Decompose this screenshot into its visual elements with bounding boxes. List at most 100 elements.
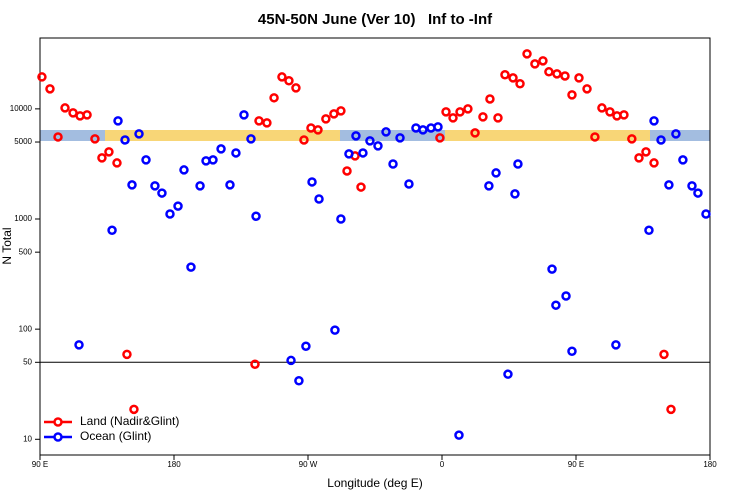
point	[597, 103, 607, 113]
point	[195, 181, 205, 191]
point	[644, 225, 654, 236]
point	[157, 188, 167, 198]
legend-label: Land (Nadir&Glint)	[80, 414, 179, 428]
point	[74, 340, 84, 350]
point	[656, 135, 666, 145]
point	[605, 107, 615, 117]
point	[493, 113, 503, 123]
band-ocean	[40, 130, 105, 141]
point	[666, 404, 676, 415]
point	[560, 71, 570, 81]
point	[120, 135, 130, 145]
point	[277, 72, 287, 82]
plot-frame	[39, 37, 711, 456]
point	[307, 177, 317, 187]
point	[60, 103, 70, 113]
point	[515, 79, 525, 89]
x-tick-label: 180	[167, 460, 181, 469]
point	[649, 116, 659, 126]
y-tick-label: 5000	[14, 137, 32, 146]
point	[433, 122, 443, 132]
point	[478, 112, 488, 122]
band-land	[445, 130, 650, 141]
point	[231, 148, 241, 158]
point	[286, 355, 296, 366]
point	[127, 180, 137, 190]
point	[284, 76, 294, 86]
point	[299, 135, 309, 145]
point	[291, 83, 301, 93]
point	[547, 264, 557, 274]
point	[122, 349, 132, 360]
point	[225, 180, 235, 190]
y-tick-label: 1000	[14, 214, 32, 223]
point	[611, 340, 621, 350]
point	[45, 84, 55, 94]
point	[455, 107, 465, 117]
point	[561, 291, 571, 301]
point	[538, 56, 548, 66]
point	[107, 225, 117, 236]
point	[90, 134, 100, 144]
point	[330, 325, 340, 335]
point	[134, 129, 144, 139]
point	[503, 369, 513, 379]
point	[344, 149, 354, 159]
point	[97, 153, 107, 163]
point	[254, 116, 264, 126]
point	[552, 69, 562, 79]
y-tick-label: 10000	[10, 104, 33, 113]
x-axis-label: Longitude (deg E)	[327, 476, 422, 490]
point	[112, 158, 122, 168]
point	[37, 72, 47, 82]
point	[513, 159, 523, 169]
point	[208, 155, 218, 165]
point	[567, 90, 577, 100]
point	[113, 116, 123, 126]
point	[574, 73, 584, 83]
point	[441, 107, 451, 117]
point	[641, 147, 651, 157]
point	[582, 84, 592, 94]
point	[356, 182, 366, 192]
point	[104, 147, 114, 157]
point	[551, 300, 561, 310]
point	[510, 189, 520, 199]
point	[239, 110, 249, 120]
y-tick-label: 10	[23, 434, 32, 443]
point	[336, 214, 346, 224]
point	[671, 129, 681, 139]
legend-marker	[53, 417, 63, 427]
point	[664, 180, 674, 190]
x-tick-label: 90 E	[32, 460, 48, 469]
y-tick-label: 50	[23, 357, 32, 366]
point	[365, 136, 375, 146]
point	[687, 181, 697, 191]
y-tick-label: 500	[19, 247, 33, 256]
point	[165, 209, 175, 219]
point	[463, 104, 473, 114]
point	[373, 141, 383, 151]
point	[173, 201, 183, 211]
point	[141, 155, 151, 165]
point	[150, 181, 160, 191]
point	[567, 346, 577, 356]
point	[246, 134, 256, 144]
point	[321, 114, 331, 124]
point	[336, 106, 346, 116]
point	[251, 211, 261, 221]
x-tick-label: 90 E	[568, 460, 584, 469]
point	[508, 73, 518, 83]
point	[351, 131, 361, 141]
point	[470, 128, 480, 138]
band-ocean	[340, 130, 445, 141]
point	[395, 133, 405, 143]
point	[649, 158, 659, 168]
point	[435, 133, 445, 143]
point	[627, 134, 637, 144]
point	[659, 349, 669, 360]
point	[485, 94, 495, 104]
point	[590, 132, 600, 142]
point	[484, 181, 494, 191]
x-tick-label: 90 W	[299, 460, 318, 469]
